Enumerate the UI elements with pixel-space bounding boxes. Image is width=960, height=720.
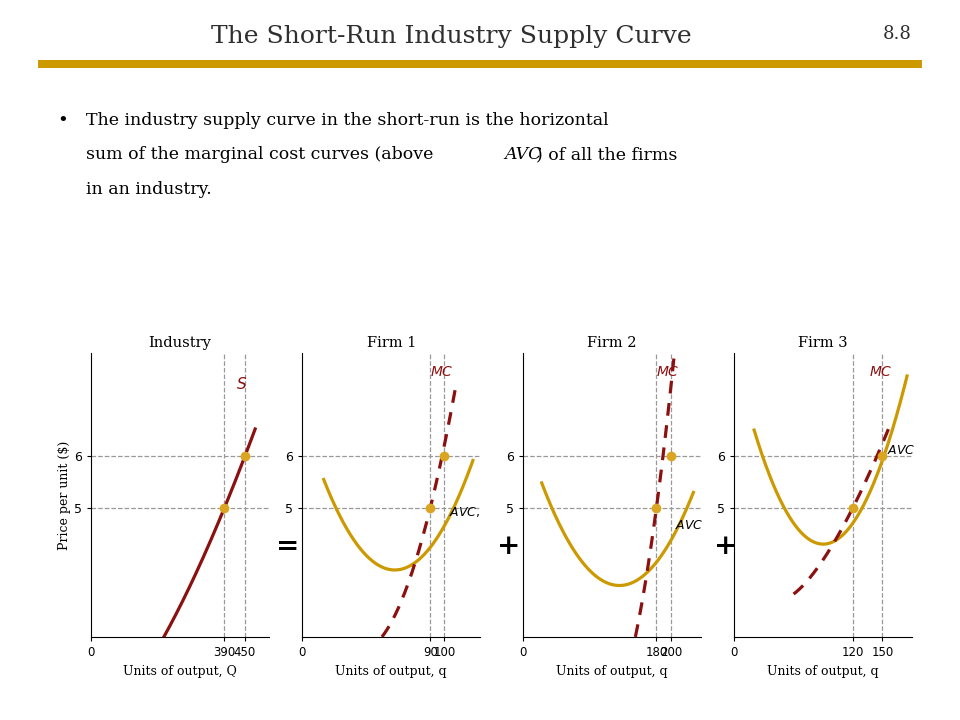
Text: •: • — [58, 112, 68, 130]
Text: The industry supply curve in the short-run is the horizontal: The industry supply curve in the short-r… — [86, 112, 609, 129]
Text: 8.8: 8.8 — [883, 25, 912, 43]
Text: $AVC,$: $AVC,$ — [448, 505, 480, 518]
Title: Industry: Industry — [149, 336, 211, 350]
Text: The Short-Run Industry Supply Curve: The Short-Run Industry Supply Curve — [211, 25, 691, 48]
Text: $MC$: $MC$ — [430, 365, 453, 379]
Text: in an industry.: in an industry. — [86, 181, 212, 198]
Text: sum of the marginal cost curves (above: sum of the marginal cost curves (above — [86, 146, 440, 163]
Text: $MC$: $MC$ — [869, 365, 892, 379]
Text: +: + — [497, 533, 520, 559]
Text: +: + — [714, 533, 737, 559]
Title: Firm 1: Firm 1 — [367, 336, 416, 350]
Y-axis label: Price per unit ($): Price per unit ($) — [59, 441, 71, 549]
X-axis label: Units of output, q: Units of output, q — [556, 665, 668, 678]
Text: =: = — [276, 533, 300, 559]
Title: Firm 2: Firm 2 — [588, 336, 636, 350]
Text: AVC: AVC — [504, 146, 541, 163]
Title: Firm 3: Firm 3 — [799, 336, 848, 350]
Text: ) of all the firms: ) of all the firms — [536, 146, 677, 163]
X-axis label: Units of output, q: Units of output, q — [335, 665, 447, 678]
Text: $S$: $S$ — [236, 376, 248, 392]
X-axis label: Units of output, q: Units of output, q — [767, 665, 879, 678]
Text: $AVC$: $AVC$ — [675, 518, 704, 531]
Text: $AVC$: $AVC$ — [887, 444, 916, 456]
Text: $MC$: $MC$ — [656, 365, 680, 379]
X-axis label: Units of output, Q: Units of output, Q — [123, 665, 237, 678]
